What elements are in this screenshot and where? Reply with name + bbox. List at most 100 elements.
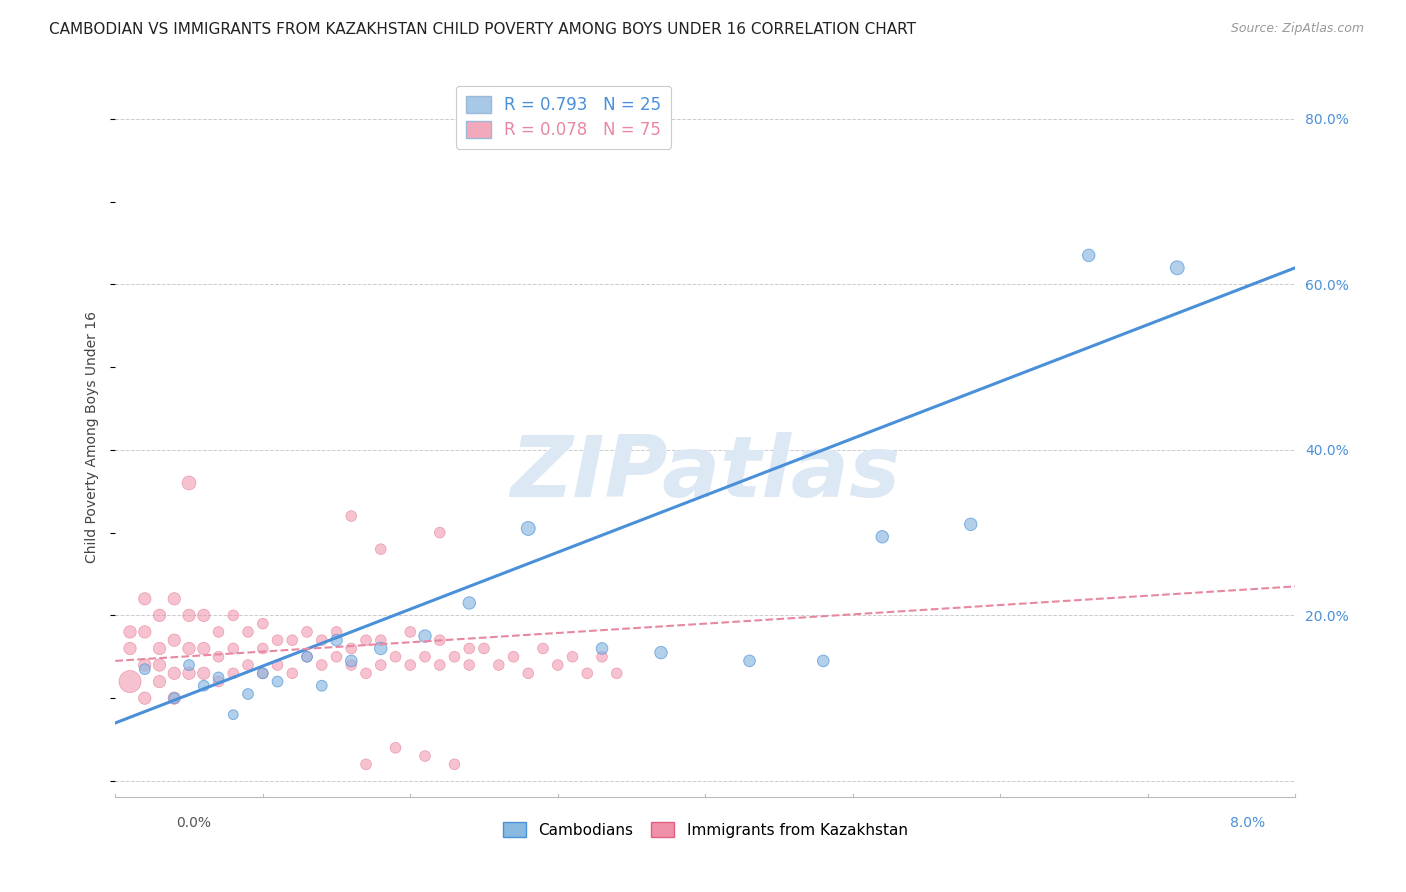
Point [429,658,451,673]
Point [295,649,318,664]
Point [252,641,274,656]
Point [222,666,245,681]
Point [207,624,229,639]
Point [959,517,981,532]
Point [295,624,318,639]
Point [193,666,215,681]
Point [650,646,672,660]
Point [118,641,141,656]
Point [370,658,392,673]
Point [207,649,229,664]
Point [399,624,422,639]
Point [591,649,613,664]
Point [370,641,392,656]
Point [193,608,215,623]
Point [148,641,170,656]
Point [163,666,186,681]
Point [134,691,156,706]
Point [311,679,333,693]
Text: 0.0%: 0.0% [176,816,211,830]
Point [148,674,170,689]
Point [281,633,304,648]
Point [472,641,495,656]
Point [222,707,245,722]
Point [311,658,333,673]
Point [458,641,481,656]
Point [163,691,186,706]
Point [134,658,156,673]
Point [813,654,835,668]
Point [502,649,524,664]
Point [870,530,893,544]
Point [429,633,451,648]
Point [193,641,215,656]
Point [325,633,347,648]
Point [193,679,215,693]
Point [236,624,259,639]
Point [413,629,436,643]
Point [443,649,465,664]
Point [340,509,363,524]
Point [177,641,200,656]
Point [222,641,245,656]
Point [399,658,422,673]
Text: 8.0%: 8.0% [1230,816,1265,830]
Point [266,674,288,689]
Point [252,666,274,681]
Point [340,654,363,668]
Point [236,658,259,673]
Point [177,666,200,681]
Point [458,658,481,673]
Point [325,624,347,639]
Point [576,666,599,681]
Text: Source: ZipAtlas.com: Source: ZipAtlas.com [1230,22,1364,36]
Point [591,641,613,656]
Point [163,633,186,648]
Point [606,666,628,681]
Point [413,749,436,764]
Point [236,687,259,701]
Text: ZIPatlas: ZIPatlas [510,432,900,515]
Text: CAMBODIAN VS IMMIGRANTS FROM KAZAKHSTAN CHILD POVERTY AMONG BOYS UNDER 16 CORREL: CAMBODIAN VS IMMIGRANTS FROM KAZAKHSTAN … [49,22,917,37]
Point [148,658,170,673]
Point [134,591,156,606]
Point [163,691,186,706]
Point [252,666,274,681]
Point [295,649,318,664]
Point [531,641,554,656]
Point [354,666,377,681]
Point [340,641,363,656]
Point [177,658,200,673]
Point [266,633,288,648]
Point [1077,248,1099,262]
Point [429,525,451,540]
Point [163,591,186,606]
Point [177,475,200,490]
Point [517,521,540,535]
Point [222,608,245,623]
Point [134,624,156,639]
Point [370,542,392,557]
Point [458,596,481,610]
Point [1166,260,1188,275]
Point [561,649,583,664]
Point [370,633,392,648]
Point [134,662,156,676]
Point [207,670,229,684]
Point [488,658,510,673]
Point [252,616,274,631]
Point [738,654,761,668]
Point [354,757,377,772]
Point [547,658,569,673]
Point [354,633,377,648]
Point [281,666,304,681]
Point [118,624,141,639]
Point [443,757,465,772]
Legend: Cambodians, Immigrants from Kazakhstan: Cambodians, Immigrants from Kazakhstan [496,815,914,844]
Point [384,740,406,755]
Point [413,649,436,664]
Point [266,658,288,673]
Point [325,649,347,664]
Point [207,674,229,689]
Point [311,633,333,648]
